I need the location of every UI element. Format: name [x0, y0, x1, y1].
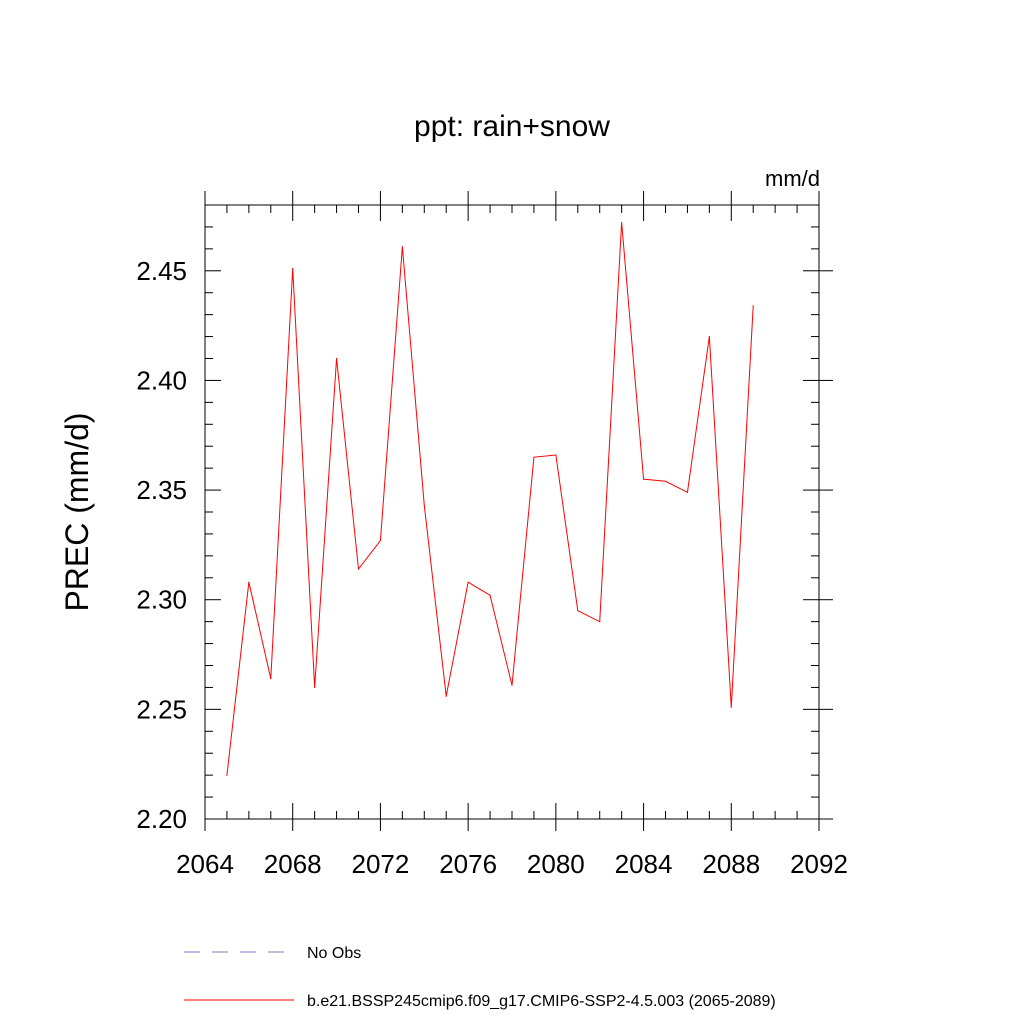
data-point — [357, 568, 360, 570]
y-tick-label: 2.35 — [136, 475, 187, 505]
data-point — [708, 335, 710, 338]
data-point — [423, 504, 425, 507]
data-point — [533, 456, 535, 458]
data-point — [270, 678, 272, 680]
legend-label-no-obs: No Obs — [307, 945, 361, 962]
data-point — [511, 684, 513, 686]
data-point — [730, 706, 732, 708]
plot-frame — [204, 204, 820, 820]
series-line-0 — [226, 222, 754, 776]
data-point — [401, 246, 403, 248]
data-point — [577, 610, 579, 612]
series-layer — [226, 221, 754, 776]
legend: No Obs b.e21.BSSP245cmip6.f09_g17.CMIP6-… — [184, 945, 776, 1010]
x-tick-label: 2076 — [439, 849, 497, 879]
data-point — [686, 491, 689, 493]
data-point — [248, 581, 250, 583]
data-point — [642, 478, 645, 480]
y-tick-label: 2.45 — [136, 256, 187, 286]
y-tick-label: 2.20 — [136, 804, 187, 834]
y-axis-tick-labels: 2.20 2.25 2.30 2.35 2.40 2.45 — [136, 256, 187, 834]
data-point — [555, 454, 557, 456]
chart-title: ppt: rain+snow — [414, 110, 610, 143]
x-tick-label: 2068 — [264, 849, 322, 879]
x-tick-label: 2080 — [527, 849, 585, 879]
legend-label-model-run: b.e21.BSSP245cmip6.f09_g17.CMIP6-SSP2-4.… — [307, 993, 776, 1010]
data-point — [664, 480, 667, 482]
data-point — [752, 305, 754, 307]
data-point — [379, 539, 382, 542]
data-point — [467, 581, 469, 583]
y-tick-label: 2.25 — [136, 694, 187, 724]
x-tick-label: 2064 — [176, 849, 234, 879]
x-tick-label: 2072 — [352, 849, 410, 879]
data-point — [489, 594, 491, 596]
data-point — [599, 621, 601, 623]
y-tick-label: 2.40 — [136, 365, 187, 395]
data-point — [335, 357, 338, 360]
y-axis-label: PREC (mm/d) — [59, 412, 95, 611]
x-tick-label: 2092 — [790, 849, 848, 879]
x-tick-label: 2084 — [615, 849, 673, 879]
units-label: mm/d — [765, 166, 820, 191]
data-point — [226, 774, 228, 776]
axis-ticks — [204, 191, 833, 831]
data-point — [314, 686, 316, 689]
data-point — [445, 695, 447, 697]
data-point — [292, 267, 294, 270]
x-axis-tick-labels: 2064 2068 2072 2076 2080 2084 2088 2092 — [176, 849, 848, 879]
x-tick-label: 2088 — [702, 849, 760, 879]
data-point — [621, 221, 623, 224]
y-tick-label: 2.30 — [136, 585, 187, 615]
